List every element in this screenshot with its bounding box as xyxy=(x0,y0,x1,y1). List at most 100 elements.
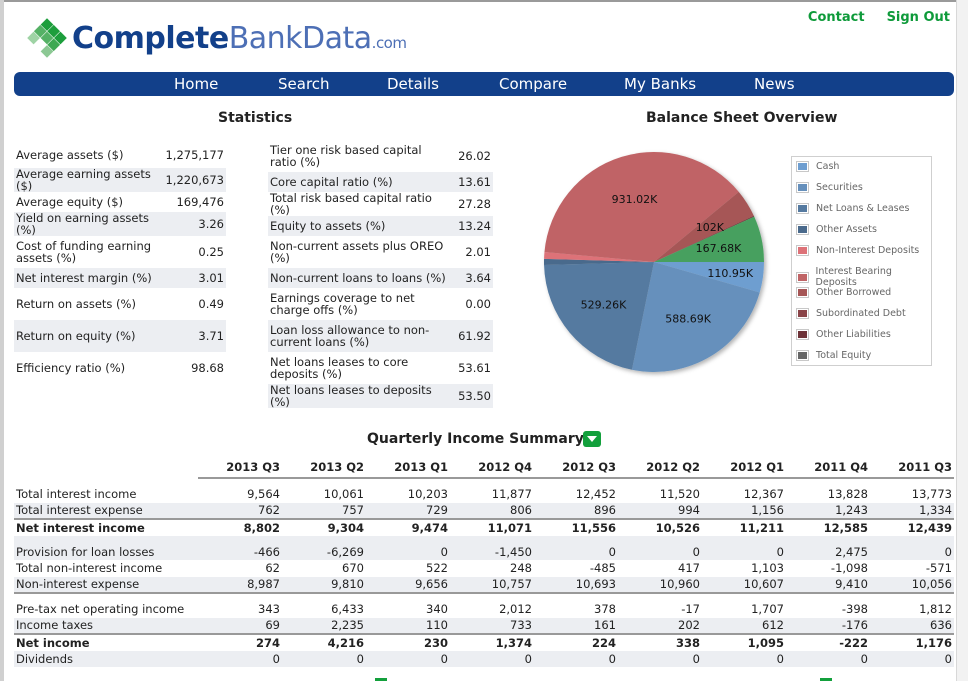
table-row: Net interest income 8,802 9,304 9,474 11,071… xyxy=(14,518,954,536)
stat-row: Return on equity (%) 3.71 xyxy=(14,320,226,352)
pie-slice-other-borrowed[interactable] xyxy=(654,191,754,262)
stat-row: Net interest margin (%) 3.01 xyxy=(14,268,226,288)
stat-label: Cost of funding earning assets (%) xyxy=(16,239,152,265)
quarter-column-header[interactable]: 2013 Q2 xyxy=(282,460,366,479)
table-row: Total non-interest income 62 670 522 248 -485… xyxy=(14,560,954,577)
legend-item[interactable]: Net Loans & Leases xyxy=(796,203,909,214)
table-cell: 896 xyxy=(534,502,618,519)
stat-value: 0.00 xyxy=(465,297,491,311)
table-cell: 729 xyxy=(366,502,450,519)
contact-link[interactable]: Contact xyxy=(807,10,865,25)
table-row: Dividends 0 0 0 0 0 0 0 0 0 xyxy=(14,650,954,667)
stat-value: 26.02 xyxy=(458,149,491,163)
gap-row xyxy=(14,535,954,544)
legend-item[interactable]: Non-Interest Deposits xyxy=(796,245,919,256)
quarter-column-header[interactable]: 2011 Q4 xyxy=(786,460,870,479)
table-cell: 10,203 xyxy=(407,487,448,502)
quarter-column-header[interactable]: 2012 Q1 xyxy=(702,460,786,479)
stat-label: Yield on earning assets (%) xyxy=(14,212,164,236)
pie-data-label: 167.68K xyxy=(696,242,742,255)
stat-row: Yield on earning assets (%) 3.26 xyxy=(14,212,226,236)
vertical-scrollbar[interactable] xyxy=(956,0,968,681)
quarterly-title: Quarterly Income Summary xyxy=(367,431,584,447)
legend-item[interactable]: Cash xyxy=(796,161,839,172)
table-cell: 11,071 xyxy=(450,518,534,536)
table-cell: 1,334 xyxy=(870,502,954,519)
sign-out-link[interactable]: Sign Out xyxy=(886,10,950,25)
table-cell: -571 xyxy=(925,561,952,576)
legend-item[interactable]: Other Liabilities xyxy=(796,329,891,340)
legend-item[interactable]: Subordinated Debt xyxy=(796,308,906,319)
table-cell: 9,474 xyxy=(366,518,450,536)
quarter-column-header[interactable]: 2011 Q3 xyxy=(870,460,954,479)
table-cell: 0 xyxy=(870,650,954,667)
pie-slice-total-equity[interactable] xyxy=(654,216,764,262)
table-cell: -17 xyxy=(681,602,700,617)
stat-value: 13.24 xyxy=(453,216,493,236)
table-cell: 10,056 xyxy=(870,576,954,593)
table-cell: 1,103 xyxy=(751,561,784,576)
next-section-toggle[interactable] xyxy=(820,678,832,681)
nav-details[interactable]: Details xyxy=(387,75,440,93)
stat-row: Return on assets (%) 0.49 xyxy=(14,288,226,320)
logo-part-com: .com xyxy=(371,33,407,52)
pie-slice-net-loans-leases[interactable] xyxy=(544,262,654,370)
pie-slice-other-assets[interactable] xyxy=(544,258,654,266)
logo-diamond-icon xyxy=(27,18,67,58)
pie-slice-cash[interactable] xyxy=(654,262,764,293)
legend-item[interactable]: Interest Bearing Deposits xyxy=(796,266,931,288)
stat-row: Total risk based capital ratio (%) 27.28 xyxy=(268,192,493,216)
legend-label: Net Loans & Leases xyxy=(816,203,910,214)
quarter-column-header[interactable]: 2012 Q3 xyxy=(534,460,618,479)
stat-value: 0.25 xyxy=(198,245,224,259)
nav-news[interactable]: News xyxy=(754,75,795,93)
quarter-column-header[interactable]: 2012 Q2 xyxy=(618,460,702,479)
table-cell: 1,156 xyxy=(702,502,786,519)
next-section-toggle[interactable] xyxy=(375,678,387,681)
stat-label: Non-current loans to loans (%) xyxy=(268,268,453,288)
pie-slice-other-liabilities[interactable] xyxy=(654,215,755,262)
nav-compare[interactable]: Compare xyxy=(499,75,568,93)
legend-item[interactable]: Securities xyxy=(796,182,863,193)
row-label: Net income xyxy=(14,633,198,651)
table-cell: 994 xyxy=(618,502,702,519)
legend-swatch xyxy=(796,308,809,319)
quarter-column-header[interactable]: 2012 Q4 xyxy=(450,460,534,479)
pie-slice-interest-bearing-deposits[interactable] xyxy=(544,152,739,262)
table-cell: 343 xyxy=(258,602,280,617)
stat-label: Loan loss allowance to non-current loans… xyxy=(268,320,453,352)
table-cell: 9,410 xyxy=(786,576,870,593)
table-cell: 0 xyxy=(282,650,366,667)
legend-item[interactable]: Other Assets xyxy=(796,224,877,235)
stat-label: Average assets ($) xyxy=(16,148,124,162)
pie-slice-non-interest-deposits[interactable] xyxy=(544,251,654,262)
table-cell: 1,812 xyxy=(919,602,952,617)
stat-row: Equity to assets (%) 13.24 xyxy=(268,216,493,236)
chevron-down-icon[interactable] xyxy=(583,431,601,447)
table-cell: 340 xyxy=(426,602,448,617)
table-cell: 2,012 xyxy=(499,602,532,617)
site-logo[interactable]: CompleteBankData.com xyxy=(24,16,407,60)
legend-item[interactable]: Other Borrowed xyxy=(796,287,891,298)
nav-home[interactable]: Home xyxy=(174,75,219,93)
quarter-column-header[interactable]: 2013 Q1 xyxy=(366,460,450,479)
table-cell: -1,098 xyxy=(830,561,868,576)
table-cell: -485 xyxy=(589,561,616,576)
table-row: Non-interest expense 8,987 9,810 9,656 10,75… xyxy=(14,576,954,593)
row-label: Total interest income xyxy=(16,487,137,502)
logo-text: CompleteBankData.com xyxy=(72,21,407,56)
stat-label: Equity to assets (%) xyxy=(268,216,453,236)
main-nav: Home Search Details Compare My Banks New… xyxy=(14,72,954,96)
legend-label: Subordinated Debt xyxy=(816,308,906,319)
table-cell: 0 xyxy=(534,650,618,667)
pie-slice-securities[interactable] xyxy=(631,262,760,372)
legend-item[interactable]: Total Equity xyxy=(796,350,871,361)
quarter-column-header[interactable]: 2013 Q3 xyxy=(198,460,282,479)
nav-search[interactable]: Search xyxy=(278,75,330,93)
stat-value: 3.64 xyxy=(453,268,493,288)
statistics-table-left: Average assets ($) 1,275,177 Average earni… xyxy=(14,142,226,384)
nav-my-banks[interactable]: My Banks xyxy=(624,75,697,93)
table-cell: 1,243 xyxy=(786,502,870,519)
table-cell: -398 xyxy=(841,602,868,617)
table-cell: 13,773 xyxy=(911,487,952,502)
